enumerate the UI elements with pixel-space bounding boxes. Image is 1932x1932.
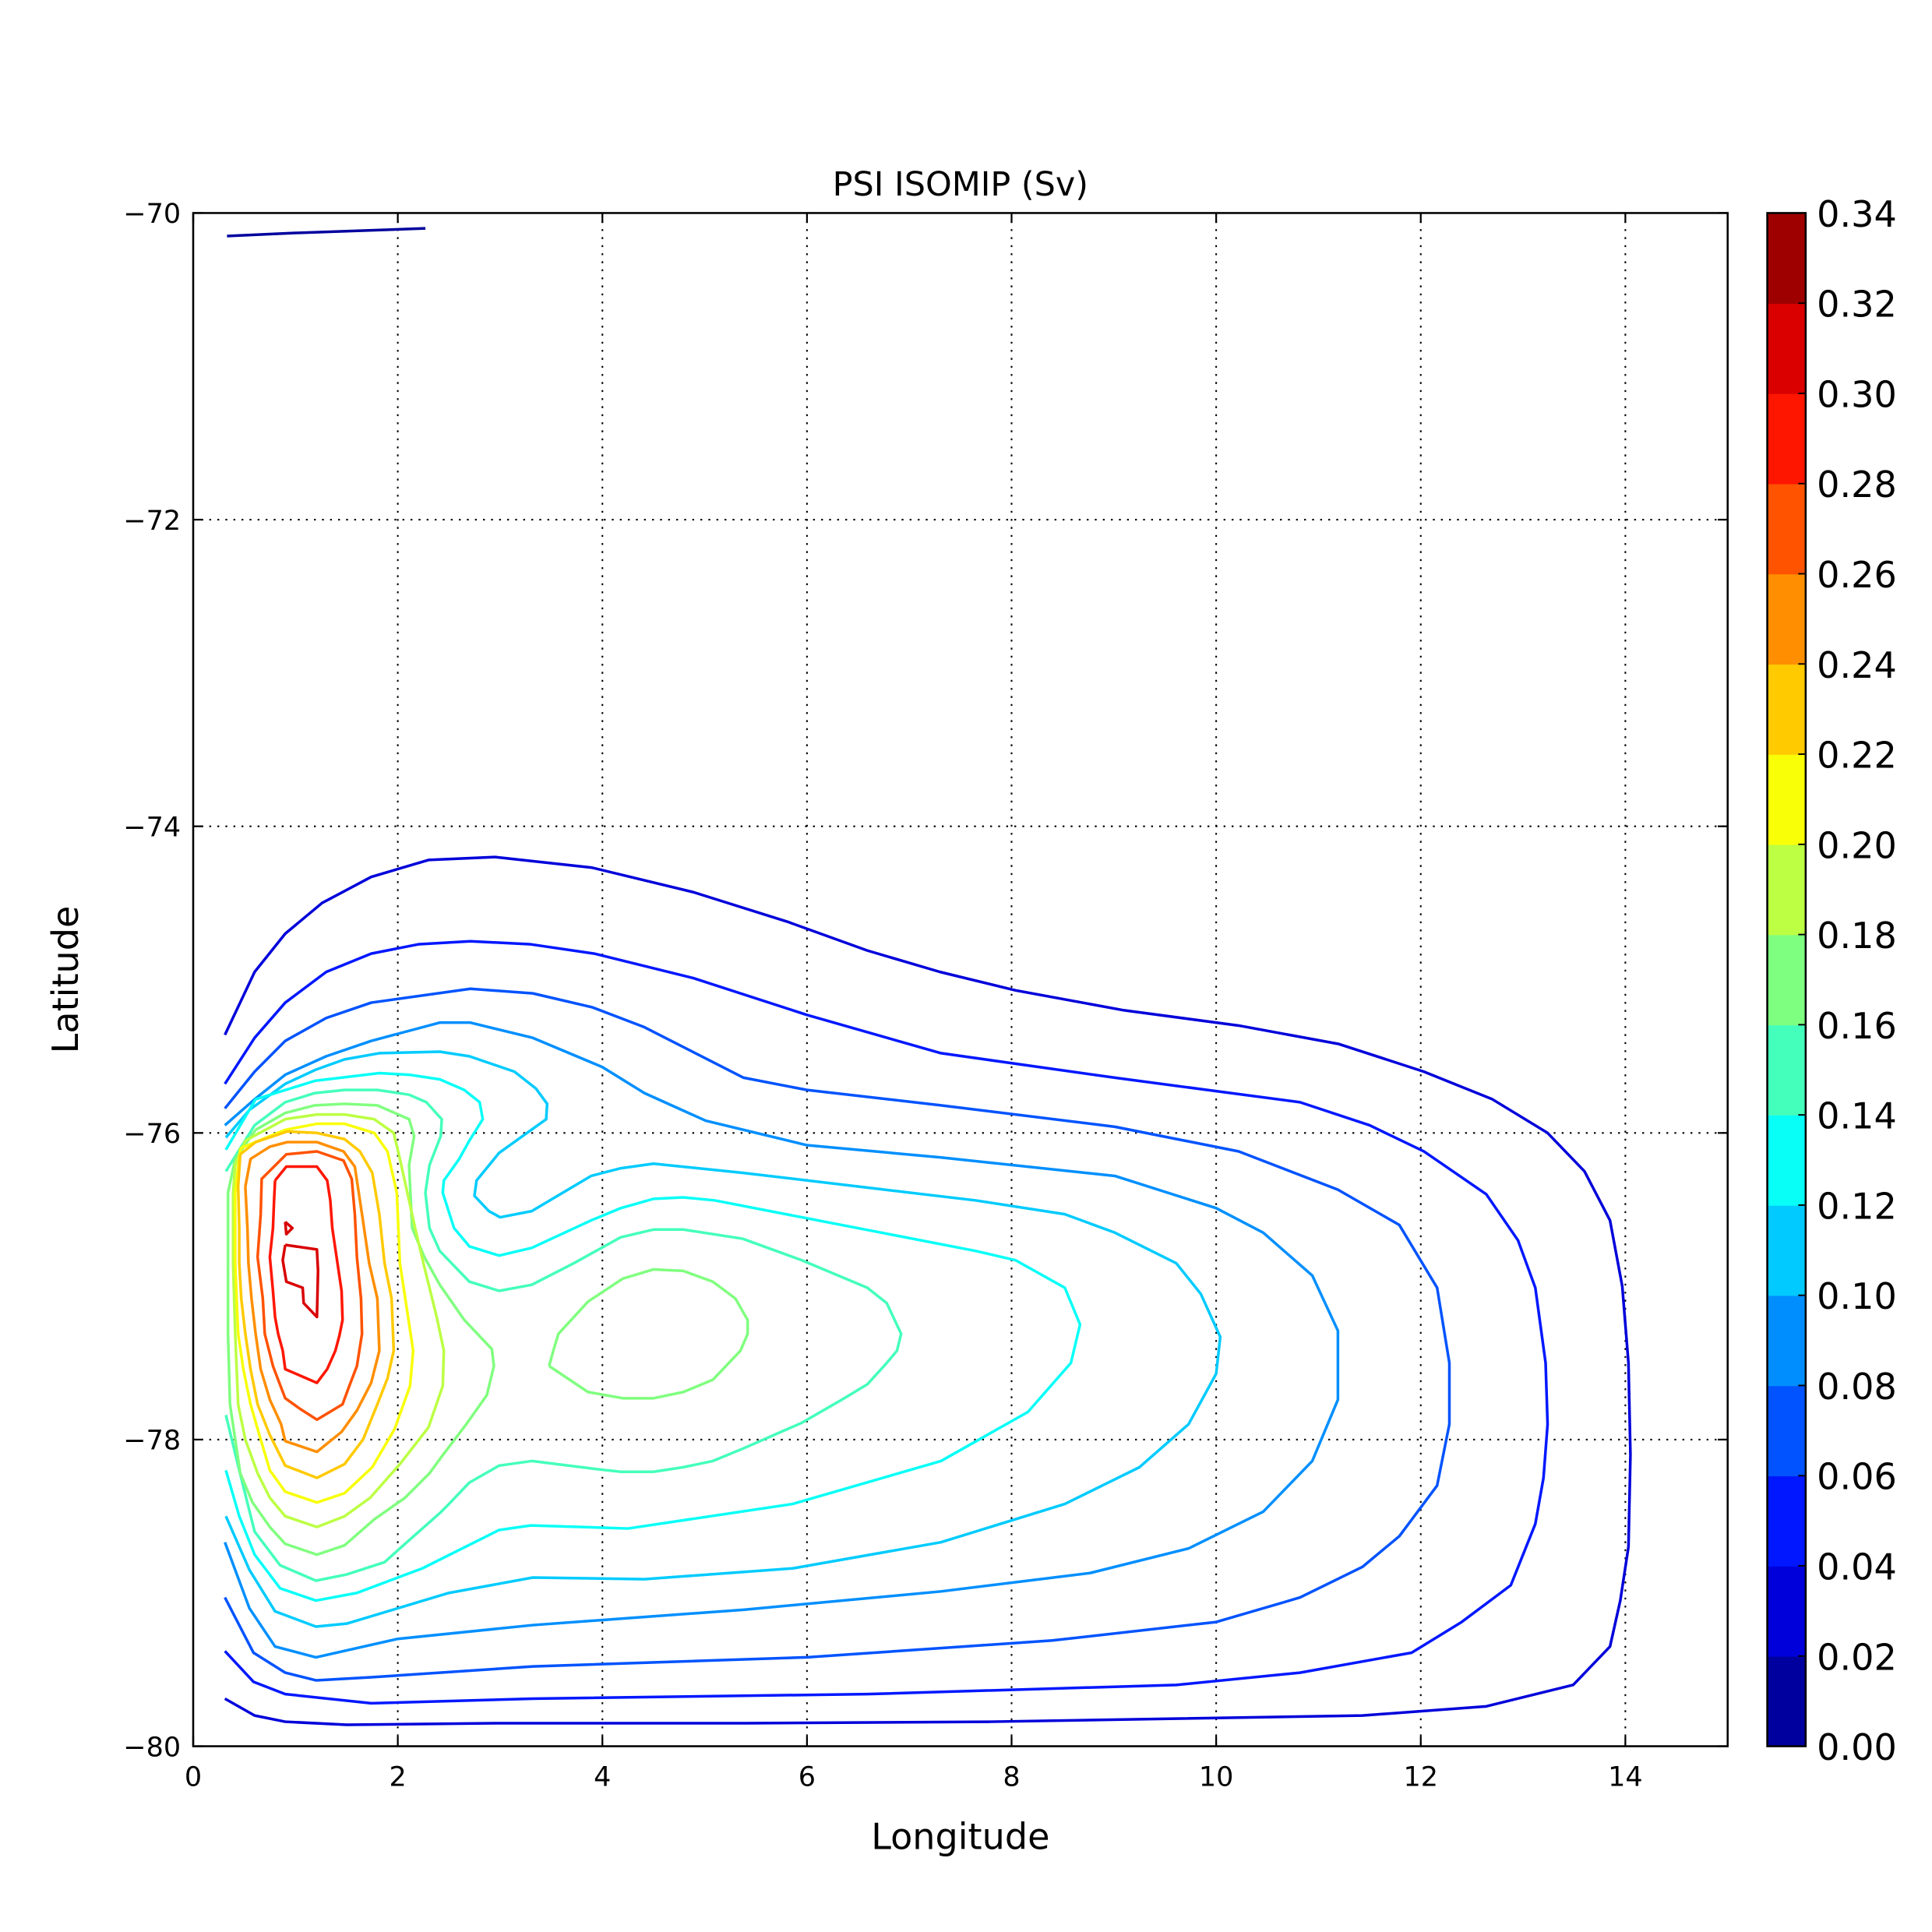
colorbar-tick-label: 0.32 [1817,284,1897,326]
colorbar-frame [1766,212,1807,1747]
colorbar-band [1767,1655,1806,1747]
plot-area-frame [192,212,1729,1747]
colorbar-tick-label: 0.18 [1817,915,1897,957]
contour-line-0.30 [284,1221,294,1236]
x-tick-label: 4 [594,1761,611,1793]
contour-line-0.12 [224,1071,1082,1602]
contour-line-0.04 [224,940,1549,1705]
colorbar-band [1767,1565,1806,1657]
axis-ticks: 0 2 4 6 8 10 12 14 −80 −78 −76 −74 −72 −70 [123,199,1728,1793]
colorbar-tick-label: 0.20 [1817,824,1897,866]
x-tick-label: 6 [799,1761,816,1793]
contour-line-0.26 [256,1150,364,1422]
colorbar-band [1767,934,1806,1026]
colorbar-tick-label: 0.10 [1817,1275,1897,1317]
colorbar-band [1767,1204,1806,1296]
colorbar-band [1767,664,1806,755]
x-tick-label: 2 [390,1761,407,1793]
contour-line-0.02 [224,855,1632,1726]
colorbar-band [1767,844,1806,936]
x-tick-label: 0 [185,1761,202,1793]
x-tick-label: 14 [1608,1761,1643,1793]
x-tick-label: 8 [1003,1761,1020,1793]
contour-line-0.08 [224,1021,1340,1659]
colorbar-band [1767,393,1806,485]
colorbar-tick-label: 0.22 [1817,735,1897,777]
y-tick-label: −70 [123,199,181,230]
x-tick-label: 10 [1199,1761,1234,1793]
contour-line-0.00 [227,227,426,238]
colorbar-tick-label: 0.16 [1817,1005,1897,1047]
contour-line-0.14 [224,1088,903,1582]
colorbar-tick-label: 0.26 [1817,554,1897,596]
x-tick-label: 12 [1404,1761,1439,1793]
contour-line-0.16 [226,1102,495,1557]
colorbar-tick-label: 0.00 [1817,1726,1897,1768]
colorbar-band [1767,754,1806,845]
contour-line-0.24 [244,1141,381,1454]
y-tick-label: −72 [123,506,181,537]
grid-lines [192,213,1728,1747]
colorbar-tick-label: 0.04 [1817,1546,1897,1588]
contour-line-0.10 [224,1050,1222,1628]
colorbar-band [1767,1385,1806,1477]
contour-line-0.16 [548,1267,749,1400]
colorbar-tick-label: 0.06 [1817,1456,1897,1498]
colorbar-tick-label: 0.24 [1817,644,1897,686]
chart-title: PSI ISOMIP (Sv) [833,165,1088,204]
colorbar-band [1767,1024,1806,1116]
y-tick-label: −74 [123,812,181,843]
colorbar-band [1767,1295,1806,1387]
colorbar-band [1767,213,1806,305]
contour-line-0.20 [234,1122,415,1504]
contour-line-0.06 [224,987,1451,1682]
y-tick-label: −78 [123,1426,181,1457]
colorbar-tick-label: 0.02 [1817,1636,1897,1678]
contour-line-0.22 [236,1130,396,1479]
contour-line-0.28 [268,1165,344,1384]
colorbar-band [1767,1115,1806,1206]
colorbar-band [1767,483,1806,575]
colorbar-band [1767,573,1806,665]
y-tick-label: −80 [123,1732,181,1763]
colorbar-tick-label: 0.34 [1817,193,1897,235]
colorbar-tick-label: 0.08 [1817,1366,1897,1408]
colorbar-band [1767,1475,1806,1567]
x-axis-label: Longitude [871,1815,1049,1857]
colorbar-band [1767,303,1806,394]
contour-line-0.30 [281,1243,319,1319]
colorbar: 0.00 0.02 0.04 0.06 0.08 0.10 0.12 0.14 0.16 0.18… [1766,193,1897,1768]
colorbar-tick-label: 0.14 [1817,1095,1897,1137]
y-tick-label: −76 [123,1119,181,1150]
contour-line-0.18 [231,1112,446,1528]
colorbar-tick-label: 0.12 [1817,1185,1897,1227]
y-axis-label: Latitude [44,906,86,1054]
contour-lines [224,227,1632,1726]
colorbar-tick-label: 0.28 [1817,464,1897,506]
colorbar-tick-label: 0.30 [1817,373,1897,415]
